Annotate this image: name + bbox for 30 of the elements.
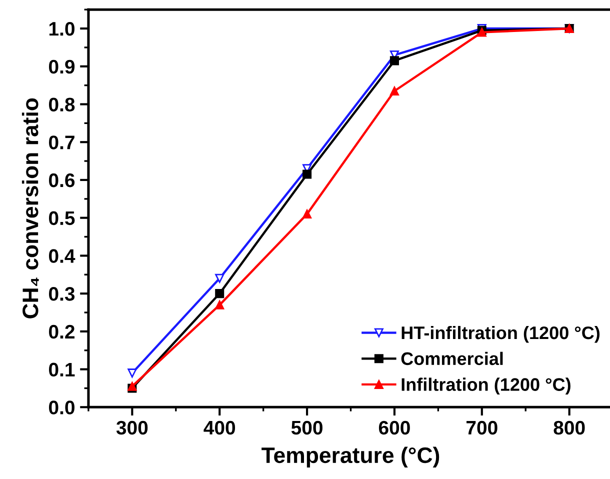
y-tick-label: 0.4 bbox=[48, 249, 76, 263]
x-tick-label: 700 bbox=[466, 420, 498, 435]
x-axis-title: Temperature (°C) bbox=[262, 446, 440, 468]
y-tick-label: 0.0 bbox=[48, 400, 74, 414]
x-tick-label: 800 bbox=[554, 420, 585, 435]
point bbox=[215, 289, 224, 298]
y-tick-label: 0.7 bbox=[48, 136, 74, 150]
point bbox=[302, 210, 312, 219]
point bbox=[215, 300, 224, 310]
x-tick-label: 600 bbox=[378, 420, 410, 435]
y-tick-label: 1.0 bbox=[49, 22, 74, 36]
point bbox=[128, 368, 137, 378]
legend-label: Commercial bbox=[401, 352, 503, 366]
legend-label: Infiltration (1200 °C) bbox=[402, 378, 570, 395]
point bbox=[215, 274, 224, 283]
point bbox=[390, 56, 399, 66]
x-tick-label: 400 bbox=[204, 420, 236, 435]
y-tick-label: 0.8 bbox=[48, 98, 75, 112]
y-tick-label: 0.1 bbox=[48, 362, 75, 377]
point bbox=[302, 170, 312, 179]
y-tick-label: 0.5 bbox=[48, 211, 75, 226]
y-axis-title: CH₄ conversion ratio bbox=[22, 98, 39, 318]
y-tick-label: 0.2 bbox=[48, 324, 74, 339]
y-tick-label: 0.3 bbox=[48, 287, 75, 301]
x-tick-label: 300 bbox=[116, 420, 148, 435]
x-tick-label: 500 bbox=[291, 420, 322, 435]
point bbox=[390, 86, 399, 96]
y-tick-label: 0.9 bbox=[48, 60, 75, 74]
y-tick-label: 0.6 bbox=[48, 173, 75, 188]
legend-label: HT-infiltration (1200 °C) bbox=[402, 326, 600, 343]
